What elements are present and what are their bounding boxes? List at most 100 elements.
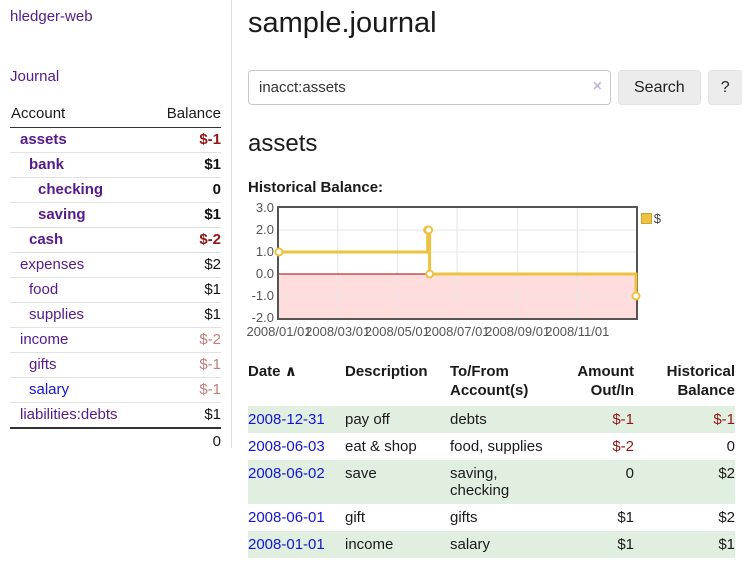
x-tick-label: 2008/03/01 xyxy=(305,324,371,339)
y-tick-label: 2.0 xyxy=(255,222,274,237)
register-row: 2008-01-01 income salary $1 $1 xyxy=(248,531,735,558)
col-header-accounts: To/From Account(s) xyxy=(450,363,529,399)
account-row: food $1 xyxy=(10,277,221,303)
col-header-amount: Amount Out/In xyxy=(577,363,634,399)
account-row: cash $-2 xyxy=(10,227,221,253)
balance-col-header: Balance xyxy=(149,102,221,128)
date-cell: 2008-06-01 xyxy=(248,504,345,531)
x-tick-label: 2008/09/01 xyxy=(485,324,551,339)
account-link-expenses[interactable]: expenses xyxy=(20,256,85,273)
balance-cell: $1 xyxy=(718,536,735,553)
chart-legend: $ xyxy=(640,211,661,226)
accounts-table-body: assets $-1 bank $1 checking 0 saving $1 cash $-2 e… xyxy=(10,128,221,428)
accounts-cell: gifts xyxy=(450,509,478,526)
accounts-col-header: Account xyxy=(10,102,150,128)
account-link-liabilities-debts[interactable]: liabilities:debts xyxy=(20,406,118,423)
description-cell: eat & shop xyxy=(345,438,417,455)
description-cell: save xyxy=(345,465,377,482)
account-balance: $1 xyxy=(149,302,221,328)
y-tick-label: 1.0 xyxy=(255,244,274,259)
account-row: income $-2 xyxy=(10,327,221,353)
account-name-cell: bank xyxy=(10,152,150,178)
dollar-series-swatch-icon xyxy=(640,213,652,224)
balance-cell: $2 xyxy=(718,509,735,526)
account-name-cell: gifts xyxy=(10,352,150,378)
account-link-saving[interactable]: saving xyxy=(38,206,86,223)
date-cell: 2008-01-01 xyxy=(248,531,345,558)
account-row: gifts $-1 xyxy=(10,352,221,378)
account-name-cell: salary xyxy=(10,377,150,403)
date-link[interactable]: 2008-06-02 xyxy=(248,465,325,482)
accounts-cell: saving, checking xyxy=(450,465,510,499)
account-row: expenses $2 xyxy=(10,252,221,278)
data-point-marker xyxy=(425,269,435,279)
journal-link[interactable]: Journal xyxy=(10,68,60,85)
account-balance: $1 xyxy=(149,277,221,303)
account-link-checking[interactable]: checking xyxy=(38,181,104,198)
main-content: sample.journal × Search ? assets Histori… xyxy=(232,0,742,582)
data-point-marker xyxy=(274,247,284,257)
amount-cell: $-1 xyxy=(612,411,634,428)
account-balance: $2 xyxy=(149,252,221,278)
account-row: bank $1 xyxy=(10,152,221,178)
account-link-bank[interactable]: bank xyxy=(29,156,65,173)
col-header-date[interactable]: Date ∧ xyxy=(248,363,297,380)
account-link-food[interactable]: food xyxy=(29,281,59,298)
account-heading: assets xyxy=(248,130,318,157)
date-cell: 2008-06-02 xyxy=(248,460,345,504)
x-tick-label: 2008/07/01 xyxy=(424,324,490,339)
register-row: 2008-12-31 pay off debts $-1 $-1 xyxy=(248,406,735,433)
account-name-cell: expenses xyxy=(10,252,150,278)
date-link[interactable]: 2008-12-31 xyxy=(248,411,325,428)
app-title-link[interactable]: hledger-web xyxy=(10,8,93,25)
amount-cell: 0 xyxy=(625,465,634,482)
accounts-total-value: 0 xyxy=(149,427,221,455)
search-button[interactable]: Search xyxy=(618,70,701,105)
account-name-cell: supplies xyxy=(10,302,150,328)
x-tick-label: 2008/11/01 xyxy=(545,324,610,339)
col-header-balance: Historical Balance xyxy=(666,363,735,399)
description-cell: pay off xyxy=(345,411,390,428)
account-balance: $-1 xyxy=(149,352,221,378)
accounts-table: Account Balance assets $-1 bank $1 checking 0… xyxy=(10,102,221,455)
account-balance: 0 xyxy=(149,177,221,203)
y-tick-label: -2.0 xyxy=(251,310,274,325)
accounts-cell: debts xyxy=(450,411,487,428)
clear-search-icon[interactable]: × xyxy=(592,78,602,95)
y-tick-label: 0.0 xyxy=(255,266,274,281)
account-name-cell: assets xyxy=(10,128,149,153)
chart-plot-area xyxy=(274,206,641,320)
account-link-gifts[interactable]: gifts xyxy=(29,356,57,373)
amount-cell: $-2 xyxy=(612,438,634,455)
date-cell: 2008-12-31 xyxy=(248,406,345,433)
date-link[interactable]: 2008-01-01 xyxy=(248,536,325,553)
account-name-cell: checking xyxy=(10,177,150,203)
account-link-income[interactable]: income xyxy=(20,331,69,348)
account-link-cash[interactable]: cash xyxy=(29,231,64,248)
account-row: liabilities:debts $1 xyxy=(10,402,221,428)
search-box: × xyxy=(248,70,611,105)
account-link-assets[interactable]: assets xyxy=(20,131,67,148)
help-button[interactable]: ? xyxy=(707,70,742,105)
journal-file-title: sample.journal xyxy=(248,7,437,39)
balance-chart: 3.0 2.0 1.0 0.0 -1.0 -2.0 2008/01/01 2008/03/0… xyxy=(246,200,668,339)
x-tick-label: 2008/05/01 xyxy=(364,324,430,339)
account-link-supplies[interactable]: supplies xyxy=(29,306,85,323)
account-name-cell: saving xyxy=(10,202,150,228)
account-link-salary[interactable]: salary xyxy=(29,381,70,398)
account-balance: $-1 xyxy=(199,131,221,148)
sort-ascending-icon: ∧ xyxy=(284,363,297,380)
amount-cell: $1 xyxy=(617,536,634,553)
sidebar: hledger-web Journal Account Balance asse… xyxy=(0,0,232,455)
accounts-cell: food, supplies xyxy=(450,438,543,455)
search-input[interactable] xyxy=(248,70,611,105)
account-balance: $1 xyxy=(149,402,221,428)
chart-title: Historical Balance: xyxy=(248,179,384,196)
date-link[interactable]: 2008-06-01 xyxy=(248,509,325,526)
date-link[interactable]: 2008-06-03 xyxy=(248,438,325,455)
chart-canvas xyxy=(274,208,641,318)
account-balance: $1 xyxy=(149,202,221,228)
date-cell: 2008-06-03 xyxy=(248,433,345,460)
account-name-cell: cash xyxy=(10,227,150,253)
data-point-marker xyxy=(424,225,434,235)
